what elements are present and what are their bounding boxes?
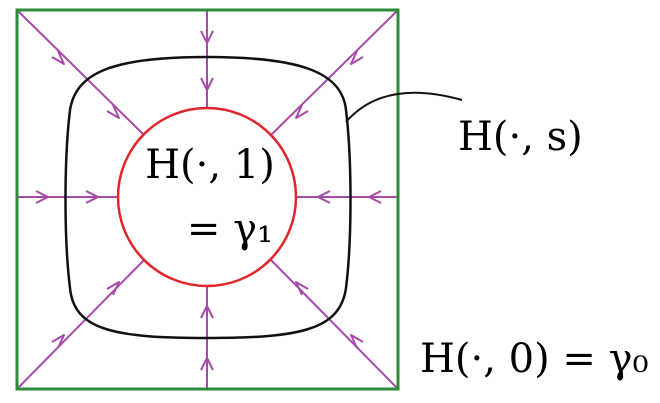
flow-line-top-left	[16, 9, 145, 136]
arrowhead-bottomright-outer	[350, 334, 364, 349]
inner-label-line1: H(·, 1)	[145, 142, 275, 188]
inner-label-line2: = γ₁	[187, 206, 273, 252]
arrowhead-bottom-outer	[200, 357, 214, 371]
arrowhead-left-outer	[35, 190, 49, 204]
outer-label: H(·, 0) = γ₀	[420, 336, 649, 382]
arrowhead-bottomleft-inner	[106, 281, 120, 296]
arrowhead-left-inner	[85, 190, 99, 204]
flow-line-top-right	[270, 9, 399, 136]
arrowhead-topleft-inner	[106, 104, 120, 119]
outer-square-gamma0	[15, 8, 400, 391]
intermediate-curve-hs	[64, 55, 352, 340]
arrowhead-topright-outer	[350, 50, 364, 65]
flow-line-bottom-left	[16, 259, 145, 390]
curve-label: H(·, s)	[458, 114, 583, 160]
arrowhead-bottomleft-outer	[51, 334, 65, 349]
arrowhead-top-outer	[200, 30, 214, 44]
flow-line-bottom-right	[270, 259, 399, 390]
arrowhead-bottomright-inner	[295, 281, 309, 296]
arrowhead-top-inner	[200, 77, 214, 91]
curve-label-leader	[345, 91, 463, 123]
arrowhead-topright-inner	[295, 104, 309, 119]
arrowhead-topleft-outer	[51, 50, 65, 65]
arrowhead-bottom-inner	[200, 305, 214, 319]
homotopy-flow-lines	[16, 9, 399, 390]
arrowhead-right-outer	[368, 190, 382, 204]
arrowhead-right-inner	[317, 190, 331, 204]
flow-arrowheads	[35, 30, 382, 371]
inner-circle-gamma1	[116, 106, 298, 288]
